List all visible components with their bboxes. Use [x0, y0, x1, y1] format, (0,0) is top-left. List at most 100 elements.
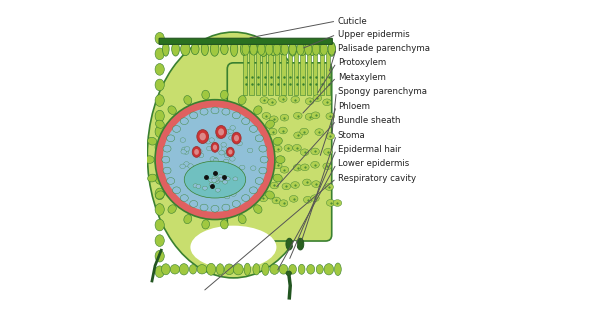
Ellipse shape [253, 106, 262, 114]
Bar [320, 51, 324, 95]
Ellipse shape [324, 264, 334, 275]
Ellipse shape [249, 187, 258, 194]
Ellipse shape [216, 126, 226, 138]
Ellipse shape [161, 264, 170, 275]
Ellipse shape [191, 43, 199, 55]
Ellipse shape [155, 235, 164, 246]
Ellipse shape [270, 182, 279, 189]
Ellipse shape [257, 161, 265, 168]
Ellipse shape [155, 95, 164, 106]
Ellipse shape [155, 266, 164, 277]
Ellipse shape [242, 43, 249, 55]
Ellipse shape [286, 271, 291, 276]
Ellipse shape [289, 264, 296, 274]
Ellipse shape [225, 130, 231, 134]
Ellipse shape [147, 174, 157, 182]
Ellipse shape [250, 166, 256, 171]
Bar [288, 51, 292, 95]
Ellipse shape [228, 129, 234, 134]
Ellipse shape [291, 182, 299, 188]
Ellipse shape [232, 201, 240, 207]
Ellipse shape [231, 192, 236, 196]
Ellipse shape [258, 43, 265, 55]
Ellipse shape [253, 264, 260, 275]
Ellipse shape [168, 205, 176, 213]
Ellipse shape [184, 147, 190, 151]
Ellipse shape [193, 184, 198, 188]
Ellipse shape [155, 172, 164, 184]
Ellipse shape [155, 191, 164, 199]
Ellipse shape [299, 264, 305, 274]
Ellipse shape [268, 128, 277, 135]
Ellipse shape [162, 156, 170, 163]
Ellipse shape [293, 144, 301, 151]
Ellipse shape [259, 167, 267, 174]
Ellipse shape [231, 42, 238, 56]
Ellipse shape [163, 42, 169, 56]
Ellipse shape [306, 264, 315, 274]
Ellipse shape [279, 95, 287, 102]
Ellipse shape [280, 166, 289, 173]
Ellipse shape [316, 265, 323, 274]
Bar [294, 51, 298, 95]
Ellipse shape [198, 153, 203, 158]
Ellipse shape [247, 148, 253, 153]
Ellipse shape [219, 177, 224, 181]
Ellipse shape [155, 48, 164, 60]
Ellipse shape [155, 141, 164, 153]
Ellipse shape [219, 177, 224, 181]
Ellipse shape [209, 138, 214, 143]
Ellipse shape [147, 32, 320, 278]
Ellipse shape [172, 42, 179, 56]
Ellipse shape [167, 178, 175, 184]
Ellipse shape [253, 205, 262, 213]
Ellipse shape [213, 158, 219, 163]
Ellipse shape [270, 116, 278, 123]
Ellipse shape [206, 263, 216, 275]
Ellipse shape [293, 241, 297, 247]
Ellipse shape [281, 43, 288, 55]
Ellipse shape [320, 43, 327, 55]
Ellipse shape [163, 145, 171, 152]
Circle shape [163, 107, 267, 212]
Bar [281, 51, 285, 95]
Ellipse shape [259, 195, 268, 202]
Ellipse shape [276, 156, 285, 163]
Bar [307, 51, 311, 95]
Ellipse shape [180, 138, 185, 142]
Ellipse shape [219, 150, 225, 155]
Ellipse shape [210, 157, 216, 162]
Ellipse shape [305, 113, 314, 120]
Ellipse shape [219, 174, 225, 178]
Bar [268, 51, 273, 95]
Ellipse shape [286, 238, 293, 250]
Bar [262, 51, 266, 95]
Ellipse shape [238, 95, 246, 104]
Ellipse shape [262, 113, 271, 119]
Ellipse shape [313, 95, 321, 101]
Ellipse shape [181, 118, 188, 125]
Ellipse shape [220, 43, 228, 55]
Bar [249, 51, 253, 95]
Ellipse shape [199, 133, 206, 140]
Ellipse shape [259, 42, 267, 56]
Ellipse shape [192, 147, 201, 157]
Ellipse shape [273, 162, 282, 169]
Ellipse shape [181, 149, 187, 154]
Ellipse shape [211, 142, 219, 152]
Ellipse shape [240, 42, 247, 55]
Ellipse shape [234, 264, 243, 275]
Ellipse shape [259, 145, 267, 152]
Ellipse shape [238, 215, 246, 224]
Ellipse shape [244, 263, 250, 275]
Ellipse shape [328, 42, 335, 56]
Ellipse shape [219, 178, 223, 182]
Ellipse shape [197, 130, 208, 144]
Ellipse shape [201, 42, 208, 55]
Ellipse shape [190, 226, 276, 269]
Bar [313, 51, 317, 95]
Circle shape [155, 100, 275, 219]
Ellipse shape [155, 250, 164, 262]
Ellipse shape [213, 145, 217, 150]
Ellipse shape [213, 178, 218, 182]
